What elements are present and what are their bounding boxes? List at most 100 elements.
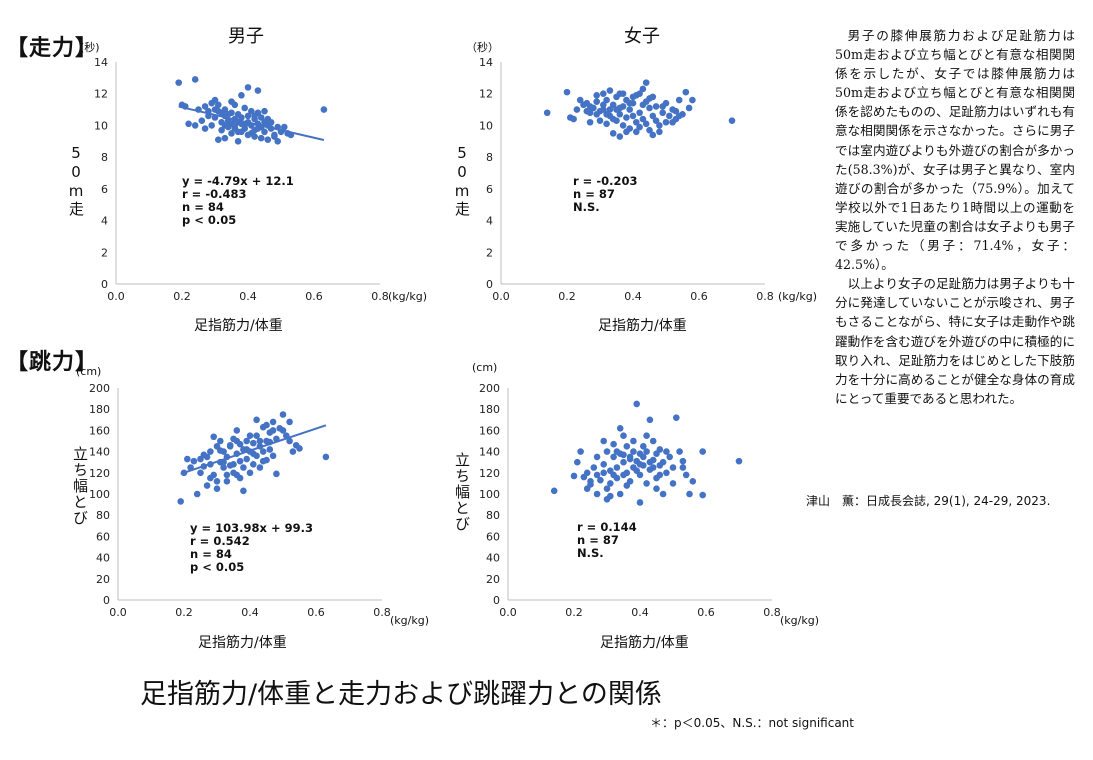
- stats-line: y = -4.79x + 12.1: [182, 174, 294, 188]
- data-point: [267, 118, 275, 126]
- data-point: [577, 448, 584, 455]
- body-text: 男子の膝伸展筋力および足趾筋力は50m走および立ち幅とびと有意な相関関係を示した…: [835, 26, 1075, 408]
- data-point: [238, 92, 245, 99]
- data-point: [274, 137, 281, 145]
- y-tick-label: 2: [101, 246, 108, 259]
- data-point: [205, 107, 212, 115]
- data-point: [269, 452, 277, 460]
- data-point: [279, 411, 287, 418]
- y-tick-label: 0: [103, 594, 110, 607]
- data-point: [616, 104, 624, 112]
- x-tick-label: 0.8: [763, 606, 781, 619]
- data-point: [243, 446, 250, 453]
- y-tick-label: 14: [94, 56, 108, 69]
- data-point: [215, 107, 222, 115]
- data-point: [211, 96, 219, 104]
- data-point: [679, 457, 687, 465]
- data-point: [281, 123, 288, 131]
- data-point: [238, 114, 245, 121]
- data-point: [610, 471, 617, 479]
- data-point: [639, 115, 647, 123]
- data-point: [689, 477, 697, 485]
- data-point: [663, 469, 670, 477]
- data-point: [600, 469, 607, 477]
- data-point: [583, 99, 591, 107]
- unit-cm-boys: (cm): [76, 365, 102, 378]
- data-point: [273, 470, 280, 478]
- data-point: [603, 96, 610, 104]
- unit-cm-girls: (cm): [472, 361, 498, 374]
- y-tick-label: 10: [479, 119, 493, 132]
- data-point: [256, 464, 264, 471]
- x-tick-label: 0.2: [558, 290, 576, 303]
- data-point: [659, 458, 667, 466]
- data-point: [606, 106, 614, 113]
- data-point: [228, 120, 235, 128]
- data-point: [620, 458, 627, 466]
- data-point: [215, 136, 222, 143]
- stats-line: r = -0.483: [182, 187, 247, 201]
- data-point: [215, 101, 222, 109]
- data-point: [267, 125, 275, 132]
- y-tick-label: 180: [89, 403, 110, 416]
- data-point: [238, 128, 245, 136]
- data-point: [593, 453, 601, 461]
- data-point: [600, 106, 607, 113]
- x-tick-label: 0.6: [690, 290, 708, 303]
- data-point: [207, 461, 214, 468]
- body-paragraph: 男子の膝伸展筋力および足趾筋力は50m走および立ち幅とびと有意な相関関係を示した…: [835, 28, 1075, 273]
- data-point: [287, 131, 295, 139]
- y-tick-label: 20: [96, 573, 110, 586]
- data-point: [221, 106, 229, 113]
- data-point: [263, 421, 270, 429]
- data-point: [241, 122, 248, 129]
- data-point: [220, 458, 227, 466]
- data-point: [735, 457, 743, 465]
- stats-line: p < 0.05: [182, 213, 237, 227]
- y-tick-label: 100: [89, 488, 110, 501]
- y-tick-label: 0: [486, 278, 493, 291]
- data-point: [244, 84, 252, 91]
- data-point: [234, 118, 242, 126]
- data-point: [213, 485, 221, 492]
- data-point: [217, 437, 224, 445]
- data-point: [224, 111, 232, 118]
- stats-line: n = 84: [190, 547, 232, 561]
- x-title-run-girls: 足指筋力/体重: [598, 318, 687, 334]
- data-point: [682, 471, 690, 479]
- y-tick-label: 100: [479, 488, 500, 501]
- data-point: [636, 123, 643, 131]
- data-point: [210, 433, 217, 441]
- data-point: [676, 448, 683, 455]
- data-point: [266, 446, 274, 453]
- x-tick-label: 0.0: [109, 606, 127, 619]
- data-point: [633, 400, 640, 408]
- x-tick-label: 0.8: [371, 290, 389, 303]
- data-point: [185, 120, 192, 128]
- data-point: [597, 476, 604, 484]
- data-point: [610, 453, 617, 461]
- data-point: [251, 112, 258, 120]
- data-point: [277, 128, 285, 136]
- data-point: [217, 447, 224, 454]
- stats-line: N.S.: [577, 546, 604, 560]
- data-point: [241, 104, 248, 112]
- x-tick-label: 0.4: [239, 290, 257, 303]
- data-point: [603, 120, 610, 128]
- data-point: [240, 487, 247, 495]
- data-point: [205, 112, 212, 120]
- y-tick-label: 12: [94, 88, 108, 101]
- data-point: [675, 112, 683, 120]
- data-point: [233, 471, 241, 479]
- data-point: [649, 131, 657, 139]
- section-label-run: 【走力】: [6, 36, 99, 61]
- y-tick-label: 140: [479, 446, 500, 459]
- data-point: [649, 112, 657, 120]
- data-point: [207, 448, 214, 455]
- y-title-run-boys: 50m走: [67, 144, 85, 217]
- data-point: [191, 122, 199, 129]
- y-title-jump-boys: 立ち幅とび: [71, 446, 89, 526]
- data-point: [633, 118, 640, 126]
- data-point: [550, 487, 558, 495]
- data-point: [662, 118, 670, 126]
